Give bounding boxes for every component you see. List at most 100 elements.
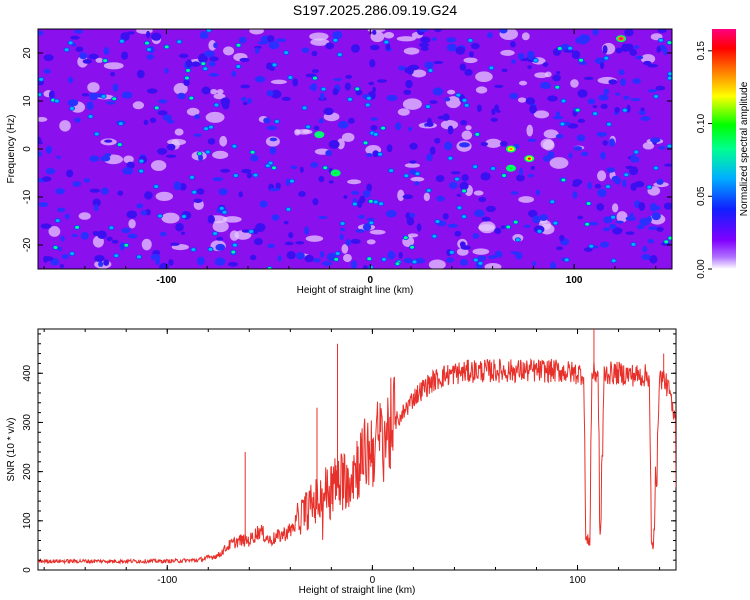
spectral-cell	[205, 111, 225, 123]
spectral-cell	[446, 43, 458, 52]
spectral-cell	[295, 252, 305, 260]
spectral-cell	[481, 216, 491, 222]
heat-ylabel: Frequency (Hz)	[6, 115, 17, 184]
spectral-cell	[616, 211, 628, 223]
spectral-cell	[332, 88, 339, 96]
spectral-cell	[427, 117, 432, 126]
spectral-cell	[420, 36, 431, 44]
spectral-cell	[265, 164, 270, 168]
spectral-cell	[501, 68, 508, 73]
spectral-cell	[232, 144, 237, 148]
spectral-cell	[199, 32, 209, 40]
spectral-cell	[403, 47, 420, 55]
spectral-cell	[611, 259, 616, 263]
spectral-cell	[615, 92, 620, 96]
snr-ytick-label-2: 200	[22, 463, 33, 480]
spectral-cell	[487, 32, 493, 39]
spectral-cell	[370, 44, 380, 51]
heat-ytick-label-3: 10	[22, 95, 33, 107]
spectral-cell	[290, 165, 298, 170]
spectral-cell	[126, 161, 135, 169]
spectral-cell	[491, 108, 496, 116]
spectral-cell	[162, 114, 173, 121]
spectral-cell	[43, 68, 51, 74]
spectral-cell	[395, 262, 400, 266]
spectral-cell	[144, 191, 153, 200]
spectral-cell	[611, 175, 620, 182]
spectral-cell	[397, 108, 410, 116]
spectral-cell	[420, 46, 429, 51]
spectral-cell	[365, 103, 370, 107]
spectral-cell	[397, 189, 405, 202]
spectral-cell	[173, 181, 182, 191]
spectral-cell	[447, 125, 454, 135]
spectral-cell	[219, 135, 228, 147]
spectral-cell	[98, 261, 104, 267]
spectral-cell	[527, 65, 532, 70]
spectral-cell	[350, 238, 361, 244]
spectral-cell	[640, 107, 645, 112]
spectral-cell	[305, 235, 324, 242]
spectral-cell	[478, 196, 487, 203]
spectral-cell	[284, 241, 294, 246]
spectral-cell	[186, 107, 200, 116]
spectral-cell	[510, 251, 518, 255]
spectral-cell	[209, 56, 219, 62]
spectral-cell	[177, 92, 186, 100]
spectral-cell	[496, 109, 501, 113]
spectral-cell	[343, 195, 348, 199]
spectral-cell	[233, 173, 238, 177]
spectral-cell	[636, 224, 645, 230]
spectral-cell	[43, 54, 54, 62]
spectral-cell	[38, 93, 42, 97]
spectral-cell	[155, 191, 174, 201]
spectral-cell	[542, 62, 549, 67]
spectral-cell	[418, 42, 430, 48]
spectral-cell	[543, 129, 559, 139]
spectral-cell	[385, 43, 391, 51]
heat-xlabel: Height of straight line (km)	[297, 285, 414, 296]
spectral-cell	[59, 264, 65, 269]
snr-ylabel: SNR (10 * v/v)	[6, 418, 17, 482]
spectral-cell	[203, 67, 208, 71]
spectral-cell	[602, 45, 608, 54]
spectral-cell	[435, 220, 440, 224]
spectral-cell	[89, 155, 100, 162]
colorbar-tick-label-3: 0.15	[696, 41, 707, 61]
spectral-cell	[544, 71, 552, 78]
spectral-cell	[75, 46, 84, 53]
spectral-cell	[447, 89, 456, 95]
spectral-cell	[465, 125, 472, 131]
spectral-cell	[513, 220, 518, 224]
spectral-cell	[447, 223, 459, 228]
spectral-cell	[517, 97, 527, 103]
spectral-cell	[564, 258, 569, 262]
spectral-cell	[136, 203, 144, 209]
spectral-cell	[183, 79, 190, 86]
spectral-cell	[455, 46, 466, 55]
spectral-cell	[638, 110, 646, 116]
spectral-cell	[38, 151, 43, 157]
spectral-cell	[635, 156, 640, 163]
spectral-cell	[269, 66, 275, 72]
spectral-cell	[532, 261, 537, 267]
spectral-cell	[556, 246, 564, 251]
spectral-cell	[409, 212, 416, 218]
heat-xtick-label-0: -100	[156, 275, 176, 286]
spectral-cell	[208, 60, 216, 67]
spectral-cell	[288, 76, 293, 80]
spectral-cell	[92, 198, 101, 207]
spectral-cell	[523, 224, 532, 228]
spectral-cell	[604, 56, 609, 60]
spectral-cell	[568, 152, 573, 159]
spectral-cell	[462, 189, 467, 193]
spectral-cell	[462, 215, 467, 219]
spectral-cell	[561, 99, 566, 103]
hotspot-3-core	[509, 167, 513, 170]
spectral-cell	[577, 215, 584, 220]
spectral-cell	[39, 77, 44, 81]
spectral-cell	[443, 141, 453, 151]
spectral-cell	[277, 255, 282, 262]
spectral-cell	[341, 132, 355, 142]
spectral-cell	[70, 252, 75, 256]
